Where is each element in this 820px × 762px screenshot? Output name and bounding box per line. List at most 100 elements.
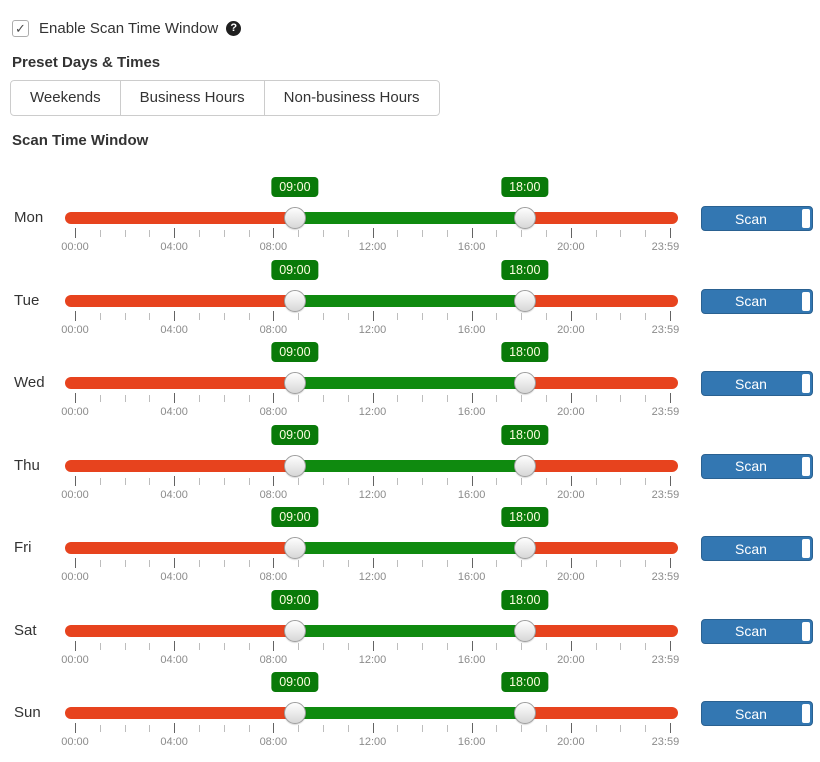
- start-handle[interactable]: [283, 207, 306, 229]
- toggle-knob: [802, 209, 810, 228]
- enable-checkbox[interactable]: ✓: [12, 20, 29, 37]
- axis-label: 12:00: [358, 488, 387, 501]
- end-handle[interactable]: [513, 207, 536, 229]
- axis-label: 04:00: [160, 571, 188, 583]
- end-handle[interactable]: [513, 289, 536, 312]
- scan-window-segment: [294, 542, 525, 554]
- time-axis: 00:00 04:00 08:00 12:00 16:00 20:00 23:59: [61, 653, 679, 667]
- axis-label: 12:00: [358, 241, 387, 253]
- slider-track[interactable]: [65, 537, 678, 559]
- start-handle[interactable]: [283, 619, 306, 642]
- start-handle[interactable]: [283, 372, 306, 394]
- scan-toggle-sun[interactable]: Scan: [701, 701, 813, 726]
- slider-track[interactable]: [65, 289, 678, 312]
- end-time-badge: 18:00: [501, 672, 549, 692]
- scan-toggle-thu[interactable]: Scan: [701, 453, 813, 479]
- day-label: Tue: [14, 291, 40, 309]
- axis-label: 20:00: [557, 406, 585, 418]
- start-handle[interactable]: [283, 454, 306, 477]
- toggle-knob: [802, 704, 810, 723]
- day-label: Sat: [14, 621, 37, 639]
- end-handle[interactable]: [513, 454, 536, 477]
- toggle-knob: [802, 374, 810, 393]
- scan-window-segment: [294, 707, 525, 719]
- start-time-badge: 09:00: [271, 342, 319, 362]
- time-slider: 09:00 18:00 00:00 04:00 08:00 12:00 16:00 20:00…: [61, 342, 680, 425]
- start-handle[interactable]: [283, 702, 306, 724]
- end-time-badge: 18:00: [501, 177, 549, 197]
- end-handle[interactable]: [513, 537, 536, 559]
- end-time-badge: 18:00: [501, 507, 549, 527]
- axis-label: 08:00: [259, 323, 288, 336]
- checkmark-icon: ✓: [15, 21, 26, 36]
- axis-label: 23:59: [651, 406, 680, 418]
- axis-label: 20:00: [557, 241, 585, 253]
- preset-button-non-business-hours[interactable]: Non-business Hours: [263, 80, 440, 116]
- time-axis: 00:00 04:00 08:00 12:00 16:00 20:00 23:59: [61, 323, 679, 337]
- day-label: Thu: [14, 456, 40, 474]
- axis-label: 04:00: [160, 736, 188, 748]
- scan-toggle-sat[interactable]: Scan: [701, 618, 813, 644]
- end-time-badge: 18:00: [501, 424, 549, 445]
- axis-label: 23:59: [651, 323, 680, 336]
- axis-label: 12:00: [358, 653, 387, 666]
- scan-window-segment: [294, 294, 525, 307]
- time-slider: 09:00 18:00 00:00 04:00 08:00 12:00 16:00 20:00…: [61, 672, 679, 755]
- preset-button-business-hours[interactable]: Business Hours: [119, 80, 265, 116]
- scan-window-segment: [294, 624, 525, 637]
- day-row-mon: Mon 09:00 18:00 00:00 04:00 08:00 12:00 16:00 20…: [10, 177, 813, 260]
- slider-track[interactable]: [65, 207, 678, 229]
- scan-window-segment: [294, 377, 525, 389]
- preset-button-weekends[interactable]: Weekends: [10, 80, 121, 116]
- axis-label: 08:00: [259, 488, 288, 501]
- axis-label: 08:00: [259, 406, 288, 418]
- axis-label: 00:00: [61, 653, 89, 666]
- time-axis: 00:00 04:00 08:00 12:00 16:00 20:00 23:59: [61, 736, 679, 749]
- day-row-sat: Sat 09:00 18:00 00:00 04:00 08:00 12:00 16:00 20…: [10, 589, 813, 673]
- axis-label: 00:00: [61, 571, 89, 583]
- tick-scale: [75, 310, 671, 322]
- axis-label: 08:00: [259, 241, 288, 253]
- start-time-badge: 09:00: [271, 424, 319, 445]
- end-handle[interactable]: [513, 619, 536, 642]
- time-slider: 09:00 18:00 00:00 04:00 08:00 12:00 16:00 20:00…: [61, 424, 679, 508]
- time-slider: 09:00 18:00 00:00 04:00 08:00 12:00 16:00 20:00…: [61, 259, 679, 343]
- scan-toggle-fri[interactable]: Scan: [701, 536, 813, 561]
- start-time-badge: 09:00: [271, 507, 319, 527]
- time-axis: 00:00 04:00 08:00 12:00 16:00 20:00 23:59: [61, 241, 679, 254]
- toggle-knob: [802, 539, 810, 558]
- axis-label: 20:00: [557, 488, 585, 501]
- axis-label: 16:00: [457, 323, 486, 336]
- day-label: Fri: [14, 539, 32, 556]
- axis-label: 16:00: [457, 653, 486, 666]
- axis-label: 12:00: [358, 736, 387, 748]
- end-handle[interactable]: [513, 372, 536, 394]
- help-icon[interactable]: ?: [226, 21, 242, 36]
- slider-track[interactable]: [65, 372, 678, 394]
- scan-toggle-wed[interactable]: Scan: [701, 371, 813, 396]
- day-label: Mon: [14, 209, 44, 226]
- axis-label: 04:00: [160, 406, 188, 418]
- day-label: Wed: [14, 374, 45, 391]
- scan-toggle-label: Scan: [735, 540, 767, 557]
- end-time-badge: 18:00: [501, 259, 549, 280]
- scan-toggle-label: Scan: [735, 623, 767, 639]
- end-time-badge: 18:00: [501, 342, 549, 362]
- tick-scale: [75, 723, 671, 734]
- start-handle[interactable]: [283, 537, 306, 559]
- slider-track[interactable]: [65, 702, 678, 724]
- start-handle[interactable]: [283, 289, 306, 312]
- preset-button-group: Weekends Business Hours Non-business Hours: [10, 80, 440, 116]
- start-time-badge: 09:00: [271, 672, 319, 692]
- scan-toggle-mon[interactable]: Scan: [701, 206, 813, 231]
- scan-window-heading: Scan Time Window: [12, 132, 149, 149]
- slider-track[interactable]: [65, 619, 678, 642]
- axis-label: 00:00: [61, 736, 89, 748]
- enable-label: Enable Scan Time Window: [39, 20, 219, 37]
- end-handle[interactable]: [513, 702, 536, 724]
- scan-toggle-tue[interactable]: Scan: [701, 288, 813, 314]
- axis-label: 04:00: [160, 653, 188, 666]
- slider-track[interactable]: [65, 454, 678, 477]
- tick-scale: [75, 393, 671, 404]
